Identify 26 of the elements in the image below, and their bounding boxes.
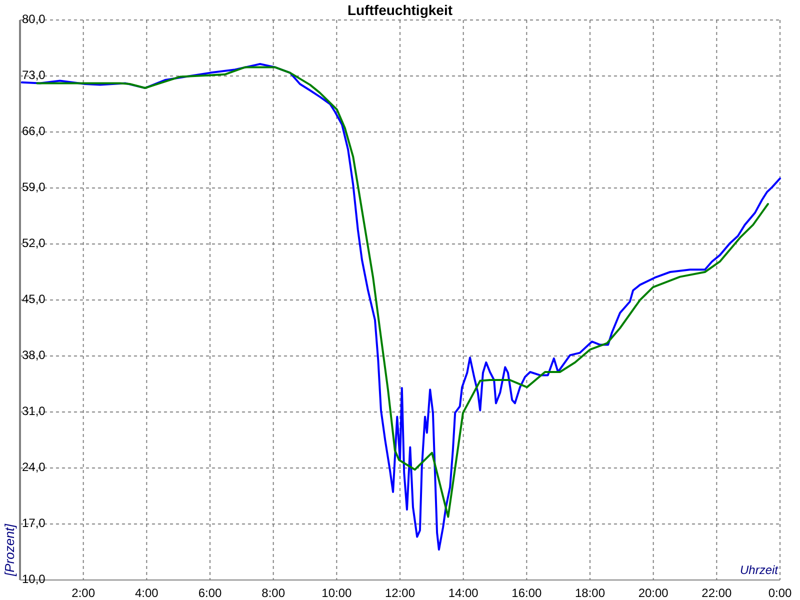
y-tick-label: 45,0 [22, 292, 46, 306]
x-tick-label: 6:00 [198, 586, 222, 600]
x-tick-label: 4:00 [134, 586, 159, 600]
x-tick-label: 22:00 [702, 586, 732, 600]
y-axis-title: [Prozent] [2, 524, 17, 577]
x-axis-title: Uhrzeit [740, 563, 779, 577]
chart-title: Luftfeuchtigkeit [348, 2, 453, 18]
x-tick-label: 12:00 [384, 586, 416, 600]
y-tick-label: 17,0 [22, 516, 46, 530]
x-tick-label: 14:00 [448, 586, 479, 600]
x-tick-label: 8:00 [262, 586, 286, 600]
x-tick-label: 10:00 [322, 586, 352, 600]
x-tick-label: 20:00 [638, 586, 669, 600]
x-tick-label: 0:00 [768, 586, 792, 600]
y-tick-label: 80,0 [22, 12, 46, 26]
x-tick-label: 16:00 [512, 586, 542, 600]
x-tick-label: 2:00 [72, 586, 96, 600]
y-tick-label: 59,0 [22, 180, 46, 194]
y-tick-label: 38,0 [22, 348, 46, 362]
y-tick-label: 10,0 [22, 572, 46, 586]
y-tick-label: 24,0 [22, 460, 46, 474]
x-tick-label: 18:00 [574, 586, 606, 600]
y-tick-label: 52,0 [22, 236, 46, 250]
y-tick-label: 73,0 [22, 68, 46, 82]
y-tick-label: 66,0 [22, 124, 46, 138]
y-tick-label: 31,0 [22, 404, 46, 418]
